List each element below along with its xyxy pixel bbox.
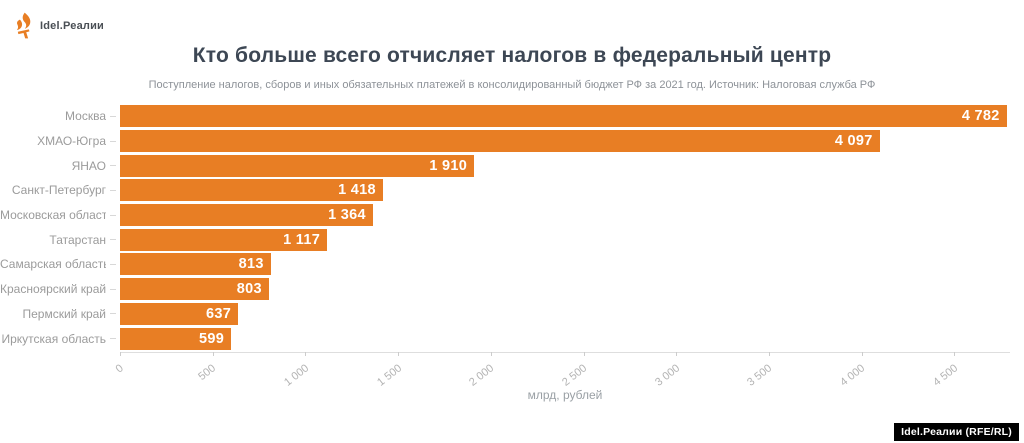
x-tick-label: 3 500 (745, 362, 775, 389)
category-label: Московская область (0, 208, 106, 223)
category-label: Красноярский край (0, 282, 106, 297)
x-axis-line (120, 352, 1010, 353)
x-axis-title: млрд, рублей (527, 388, 603, 402)
category-label: ХМАО-Югра (37, 134, 106, 149)
bar: 4 097 (120, 130, 880, 153)
bar-row: Татарстан 1 117 (0, 227, 1024, 252)
source-badge: Idel.Реалии (RFE/RL) (894, 423, 1019, 441)
category-tick (110, 140, 116, 142)
category-label: Иркутская область (1, 331, 107, 346)
bar: 803 (120, 278, 269, 301)
bar: 637 (120, 302, 239, 325)
x-tick-mark (212, 352, 214, 356)
category-label: Татарстан (49, 232, 106, 247)
bar-value-label: 1 364 (328, 207, 366, 224)
bar-row: Московская область 1 364 (0, 203, 1024, 228)
x-tick-label: 0 (113, 362, 126, 376)
bar-track: 813 (120, 253, 1010, 276)
bar-value-label: 4 097 (834, 133, 873, 150)
bar-row: Самарская область 813 (0, 252, 1024, 277)
bar-row: Иркутская область 599 (0, 326, 1024, 351)
category-label: Пермский край (22, 306, 106, 321)
x-tick-mark (583, 352, 585, 356)
category-tick (110, 189, 116, 191)
bar-row: ХМАО-Югра 4 097 (0, 129, 1024, 154)
bar-track: 4 782 (120, 105, 1010, 128)
bar-value-label: 637 (206, 305, 232, 322)
bar-track: 1 910 (120, 154, 1010, 177)
bar-value-label: 813 (238, 256, 264, 273)
x-tick-mark (768, 352, 770, 356)
category-tick (110, 115, 116, 117)
x-tick-mark (120, 352, 121, 356)
x-tick-label: 1 000 (282, 362, 312, 389)
x-tick-mark (305, 352, 307, 356)
bar-value-label: 4 782 (961, 108, 1000, 125)
bar-value-label: 1 910 (429, 157, 468, 174)
bar: 1 418 (120, 179, 383, 202)
x-tick-label: 2 000 (467, 362, 497, 389)
category-label: ЯНАО (71, 158, 106, 173)
x-tick-label: 4 000 (838, 362, 868, 389)
bar: 599 (120, 327, 232, 350)
x-tick-label: 500 (196, 362, 219, 384)
category-label: Самарская область (0, 257, 106, 272)
bar-track: 637 (120, 302, 1010, 325)
category-tick (110, 165, 116, 167)
x-tick-mark (490, 352, 492, 356)
bar: 1 364 (120, 204, 373, 227)
bar-rows: Москва 4 782 ХМАО-Югра 4 097 ЯНАО 1 910 Санкт-… (0, 104, 1024, 351)
bar-row: Красноярский край 803 (0, 277, 1024, 302)
bar-row: Москва 4 782 (0, 104, 1024, 129)
rferl-flame-icon (16, 12, 31, 39)
category-tick (110, 288, 116, 290)
bar-value-label: 1 418 (338, 182, 376, 199)
bar-track: 1 117 (120, 228, 1010, 251)
category-label: Москва (65, 109, 106, 124)
x-tick-label: 2 500 (560, 362, 590, 389)
bar: 1 910 (120, 154, 475, 177)
logo-text: Idel.Реалии (40, 19, 105, 32)
x-tick-mark (861, 352, 863, 356)
x-tick-mark (398, 352, 400, 356)
bar-row: Санкт-Петербург 1 418 (0, 178, 1024, 203)
bar-track: 599 (120, 327, 1010, 350)
bar: 4 782 (120, 105, 1007, 128)
bar-value-label: 599 (198, 330, 225, 347)
chart-subtitle: Поступление налогов, сборов и иных обяза… (148, 79, 876, 91)
bar: 1 117 (120, 228, 328, 251)
bar-row: ЯНАО 1 910 (0, 153, 1024, 178)
bar-row: Пермский край 637 (0, 302, 1024, 327)
category-tick (110, 338, 116, 340)
category-tick (110, 313, 116, 315)
category-tick (110, 214, 116, 216)
x-tick-label: 3 000 (652, 362, 682, 389)
bar-track: 4 097 (120, 130, 1010, 153)
x-tick-label: 4 500 (930, 362, 961, 389)
x-tick-label: 1 500 (374, 362, 404, 389)
bar-track: 1 364 (120, 204, 1010, 227)
bar-track: 1 418 (120, 179, 1010, 202)
category-label: Санкт-Петербург (11, 183, 106, 198)
category-tick (110, 239, 116, 241)
logo: Idel.Реалии (14, 12, 104, 39)
x-tick-mark (954, 352, 956, 356)
bar-value-label: 803 (236, 281, 262, 298)
bar-track: 803 (120, 278, 1010, 301)
category-tick (110, 263, 116, 265)
bar: 813 (120, 253, 271, 276)
x-tick-mark (676, 352, 678, 356)
bar-value-label: 1 117 (283, 231, 321, 248)
chart-title: Кто больше всего отчисляет налогов в фед… (192, 44, 832, 67)
